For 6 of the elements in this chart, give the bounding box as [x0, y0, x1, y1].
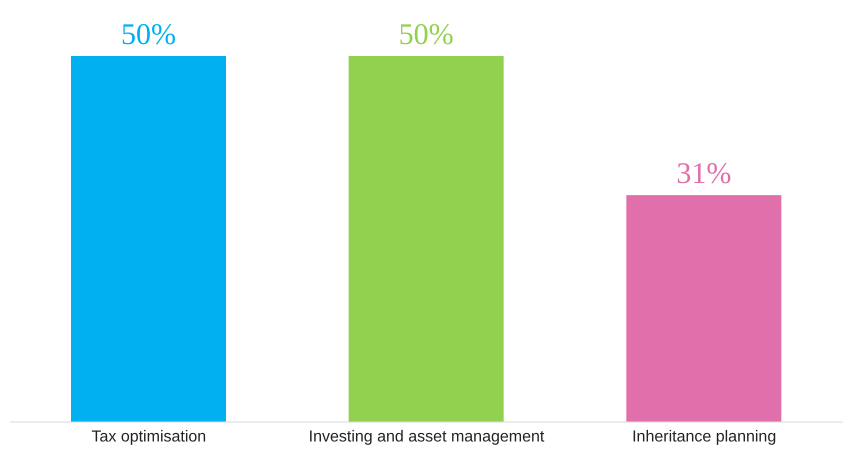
data-label: 50%	[121, 18, 176, 51]
data-label: 31%	[676, 157, 732, 190]
x-tick-label: Investing and asset management	[308, 428, 545, 446]
data-label: 50%	[398, 18, 454, 51]
x-tick-label: Tax optimisation	[91, 428, 206, 446]
x-tick-label: Inheritance planning	[632, 428, 776, 446]
